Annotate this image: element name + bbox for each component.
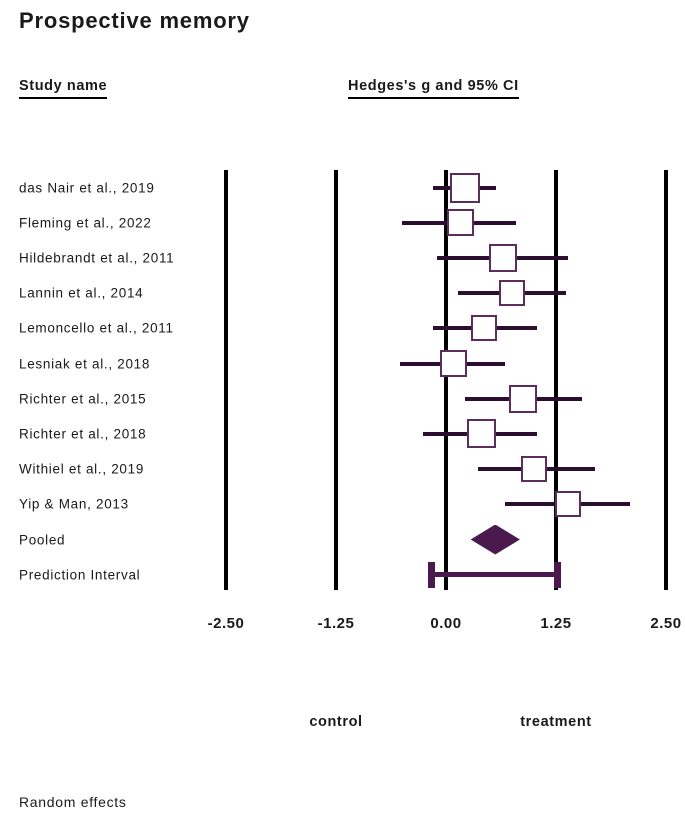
effect-size-marker bbox=[499, 280, 525, 307]
study-column-header: Study name bbox=[19, 78, 108, 99]
model-label: Random effects bbox=[19, 794, 127, 810]
effect-size-marker bbox=[439, 350, 467, 377]
effect-size-marker bbox=[470, 315, 497, 342]
axis-gridline bbox=[444, 170, 448, 590]
study-name: Withiel et al., 2019 bbox=[19, 461, 145, 477]
effect-size-marker bbox=[489, 243, 518, 272]
effect-size-marker bbox=[509, 384, 538, 413]
axis-gridline bbox=[334, 170, 338, 590]
effect-column-header: Hedges's g and 95% CI bbox=[348, 78, 519, 99]
prediction-interval-cap bbox=[427, 561, 435, 588]
effect-size-marker bbox=[466, 419, 496, 449]
favours-control-label: control bbox=[309, 714, 363, 730]
pooled-effect-diamond bbox=[470, 524, 520, 555]
prediction-interval-label: Prediction Interval bbox=[19, 567, 141, 583]
study-name: Lemoncello et al., 2011 bbox=[19, 320, 174, 336]
study-name: Hildebrandt et al., 2011 bbox=[19, 250, 175, 266]
axis-gridline bbox=[664, 170, 668, 590]
effect-size-marker bbox=[555, 491, 582, 518]
x-tick-label: 0.00 bbox=[430, 615, 462, 632]
x-tick-label: 2.50 bbox=[650, 615, 682, 632]
x-tick-label: 1.25 bbox=[540, 615, 572, 632]
effect-size-marker bbox=[446, 209, 474, 237]
x-tick-label: -1.25 bbox=[317, 615, 355, 632]
effect-size-marker bbox=[521, 456, 547, 483]
prediction-interval-cap bbox=[554, 561, 562, 588]
axis-gridline bbox=[224, 170, 228, 590]
page-title: Prospective memory bbox=[19, 8, 250, 33]
study-name: Lesniak et al., 2018 bbox=[19, 356, 151, 371]
study-name: Lannin et al., 2014 bbox=[19, 285, 144, 301]
favours-treatment-label: treatment bbox=[520, 714, 592, 730]
study-name: Richter et al., 2018 bbox=[19, 426, 147, 442]
study-name: Fleming et al., 2022 bbox=[19, 215, 152, 231]
x-tick-label: -2.50 bbox=[207, 615, 245, 632]
axis-gridline bbox=[554, 170, 558, 590]
prediction-interval-bar bbox=[431, 572, 558, 578]
study-name: Yip & Man, 2013 bbox=[19, 496, 129, 512]
study-name: das Nair et al., 2019 bbox=[19, 180, 155, 195]
study-name: Richter et al., 2015 bbox=[19, 391, 147, 407]
pooled-row-label: Pooled bbox=[19, 532, 66, 547]
effect-size-marker bbox=[450, 172, 481, 203]
